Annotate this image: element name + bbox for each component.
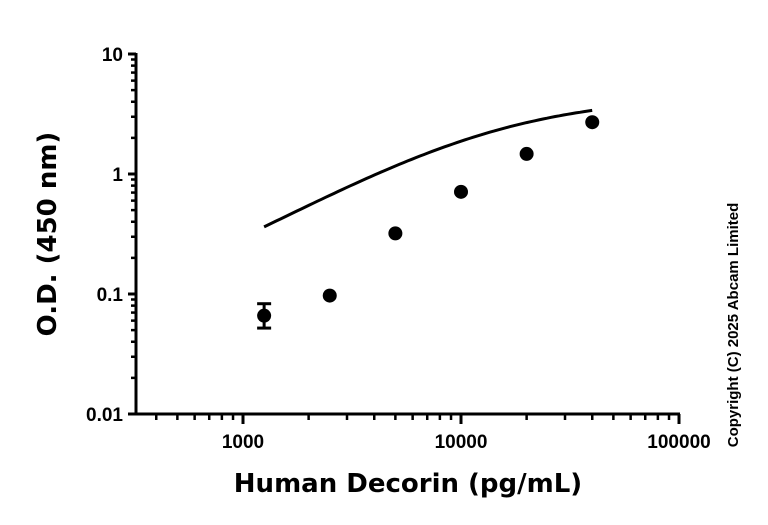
x-tick-label-1000: 1000 (222, 432, 264, 453)
data-point (454, 184, 468, 199)
y-tick-label-0.01: 0.01 (86, 405, 123, 426)
y-tick-label-1: 1 (112, 165, 123, 186)
y-axis (128, 52, 138, 416)
data-point (388, 226, 403, 241)
x-axis-minor-ticks (154, 414, 671, 420)
x-axis-title: Human Decorin (pg/mL) (234, 469, 582, 499)
data-point (322, 288, 337, 303)
x-tick-label-100000: 100000 (647, 432, 710, 453)
copyright-notice: Copyright (C) 2025 Abcam Limited (725, 203, 742, 447)
y-tick-label-10: 10 (102, 45, 123, 66)
data-point (519, 146, 534, 161)
x-tick-label-10000: 10000 (435, 432, 488, 453)
fit-curve (263, 108, 593, 229)
y-axis-minor-ticks (131, 58, 136, 380)
x-axis (134, 412, 681, 424)
y-tick-label-0.1: 0.1 (97, 285, 124, 306)
data-points (257, 115, 600, 323)
y-axis-title: O.D. (450 nm) (33, 132, 63, 337)
data-point (585, 115, 600, 130)
data-point (257, 308, 272, 323)
